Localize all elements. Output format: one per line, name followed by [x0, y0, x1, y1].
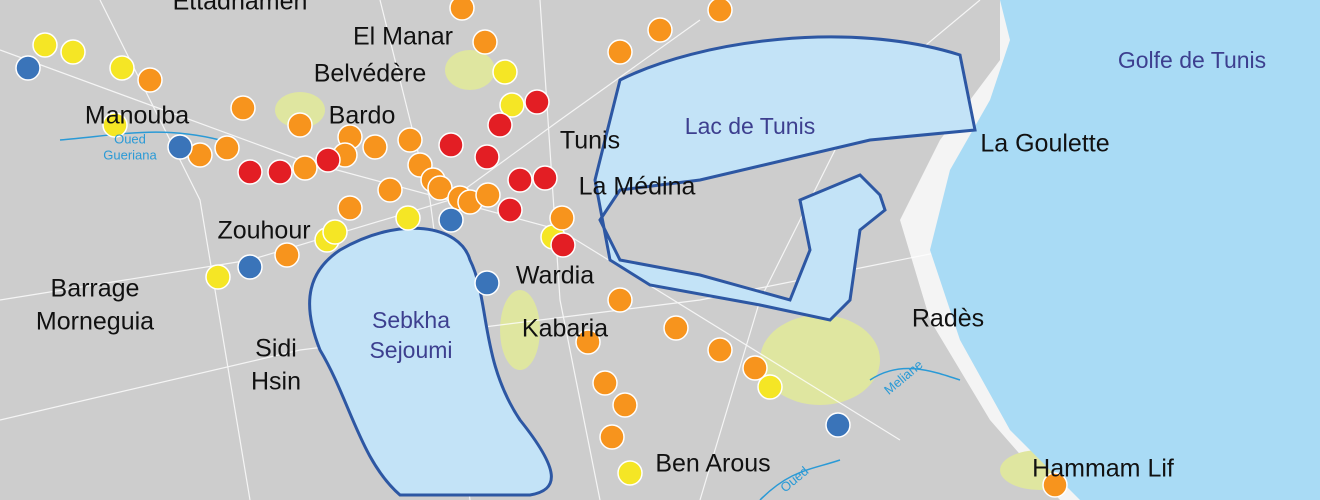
place-label: Tunis: [560, 127, 620, 155]
station-dot: [427, 175, 453, 201]
station-dot: [237, 254, 263, 280]
station-dot: [167, 134, 193, 160]
place-label: La Médina: [579, 173, 696, 201]
water-label: Sejoumi: [369, 337, 452, 363]
station-dot: [337, 195, 363, 221]
station-dot: [287, 112, 313, 138]
station-dot: [474, 270, 500, 296]
place-label: Belvédère: [314, 60, 427, 88]
station-dot: [267, 159, 293, 185]
station-dot: [742, 355, 768, 381]
place-label: Hsin: [251, 368, 301, 396]
place-label: La Goulette: [980, 130, 1109, 158]
place-label: Morneguia: [36, 308, 154, 336]
station-dot: [550, 232, 576, 258]
station-dot: [214, 135, 240, 161]
station-dot: [647, 17, 673, 43]
station-dot: [395, 205, 421, 231]
station-dot: [438, 132, 464, 158]
station-dot: [230, 95, 256, 121]
river-label: Gueriana: [103, 147, 157, 162]
station-dot: [487, 112, 513, 138]
station-dot: [60, 39, 86, 65]
station-dot: [607, 287, 633, 313]
place-label: Manouba: [85, 102, 189, 130]
station-dot: [575, 329, 601, 355]
station-dot: [607, 39, 633, 65]
station-dot: [292, 155, 318, 181]
station-dot: [438, 207, 464, 233]
station-dot: [497, 197, 523, 223]
station-dot: [1042, 472, 1068, 498]
station-dot: [137, 67, 163, 93]
water-label: Golfe de Tunis: [1118, 47, 1266, 73]
station-dot: [475, 182, 501, 208]
station-dot: [492, 59, 518, 85]
station-dot: [757, 374, 783, 400]
station-dot: [315, 147, 341, 173]
lac-de-tunis: [593, 35, 977, 322]
station-dot: [449, 0, 475, 21]
station-dot: [362, 134, 388, 160]
place-label: Kabaria: [522, 315, 608, 343]
station-dot: [532, 165, 558, 191]
sebkha-sejoumi: [308, 226, 553, 497]
station-dot: [205, 264, 231, 290]
sea: [930, 0, 1320, 500]
station-dot: [237, 159, 263, 185]
river-label: Oued: [114, 131, 146, 146]
rivers-lines: [59, 131, 961, 500]
station-dot: [397, 127, 423, 153]
labels: Ettadhamen El Manar Belvédère Manouba Bardo T…: [36, 0, 1266, 495]
station-dot: [612, 392, 638, 418]
station-markers: [15, 0, 1068, 498]
water-label: Lac de Tunis: [685, 113, 815, 139]
place-label: Ben Arous: [655, 450, 770, 478]
station-dot: [549, 205, 575, 231]
place-label: El Manar: [353, 23, 453, 51]
station-dot: [109, 55, 135, 81]
station-dot: [102, 112, 128, 138]
station-dot: [474, 144, 500, 170]
station-dot: [377, 177, 403, 203]
place-label: Ettadhamen: [173, 0, 308, 16]
station-dot: [15, 55, 41, 81]
station-dot: [524, 89, 550, 115]
place-label: Barrage: [51, 275, 140, 303]
station-dot: [707, 337, 733, 363]
place-label: Bardo: [329, 102, 396, 130]
station-dot: [507, 167, 533, 193]
place-label: Hammam Lif: [1032, 455, 1174, 483]
water-label: Sebkha: [372, 307, 450, 333]
station-dot: [499, 92, 525, 118]
station-dot: [592, 370, 618, 396]
station-dot: [617, 460, 643, 486]
station-dot: [32, 32, 58, 58]
station-dot: [599, 424, 625, 450]
place-label: Wardia: [516, 262, 594, 290]
place-label: Zouhour: [217, 217, 310, 245]
place-label: Radès: [912, 305, 984, 333]
station-dot: [707, 0, 733, 23]
station-dot: [472, 29, 498, 55]
station-dot: [663, 315, 689, 341]
place-label: Sidi: [255, 335, 297, 363]
station-dot: [274, 242, 300, 268]
station-dot: [825, 412, 851, 438]
station-dot: [322, 219, 348, 245]
